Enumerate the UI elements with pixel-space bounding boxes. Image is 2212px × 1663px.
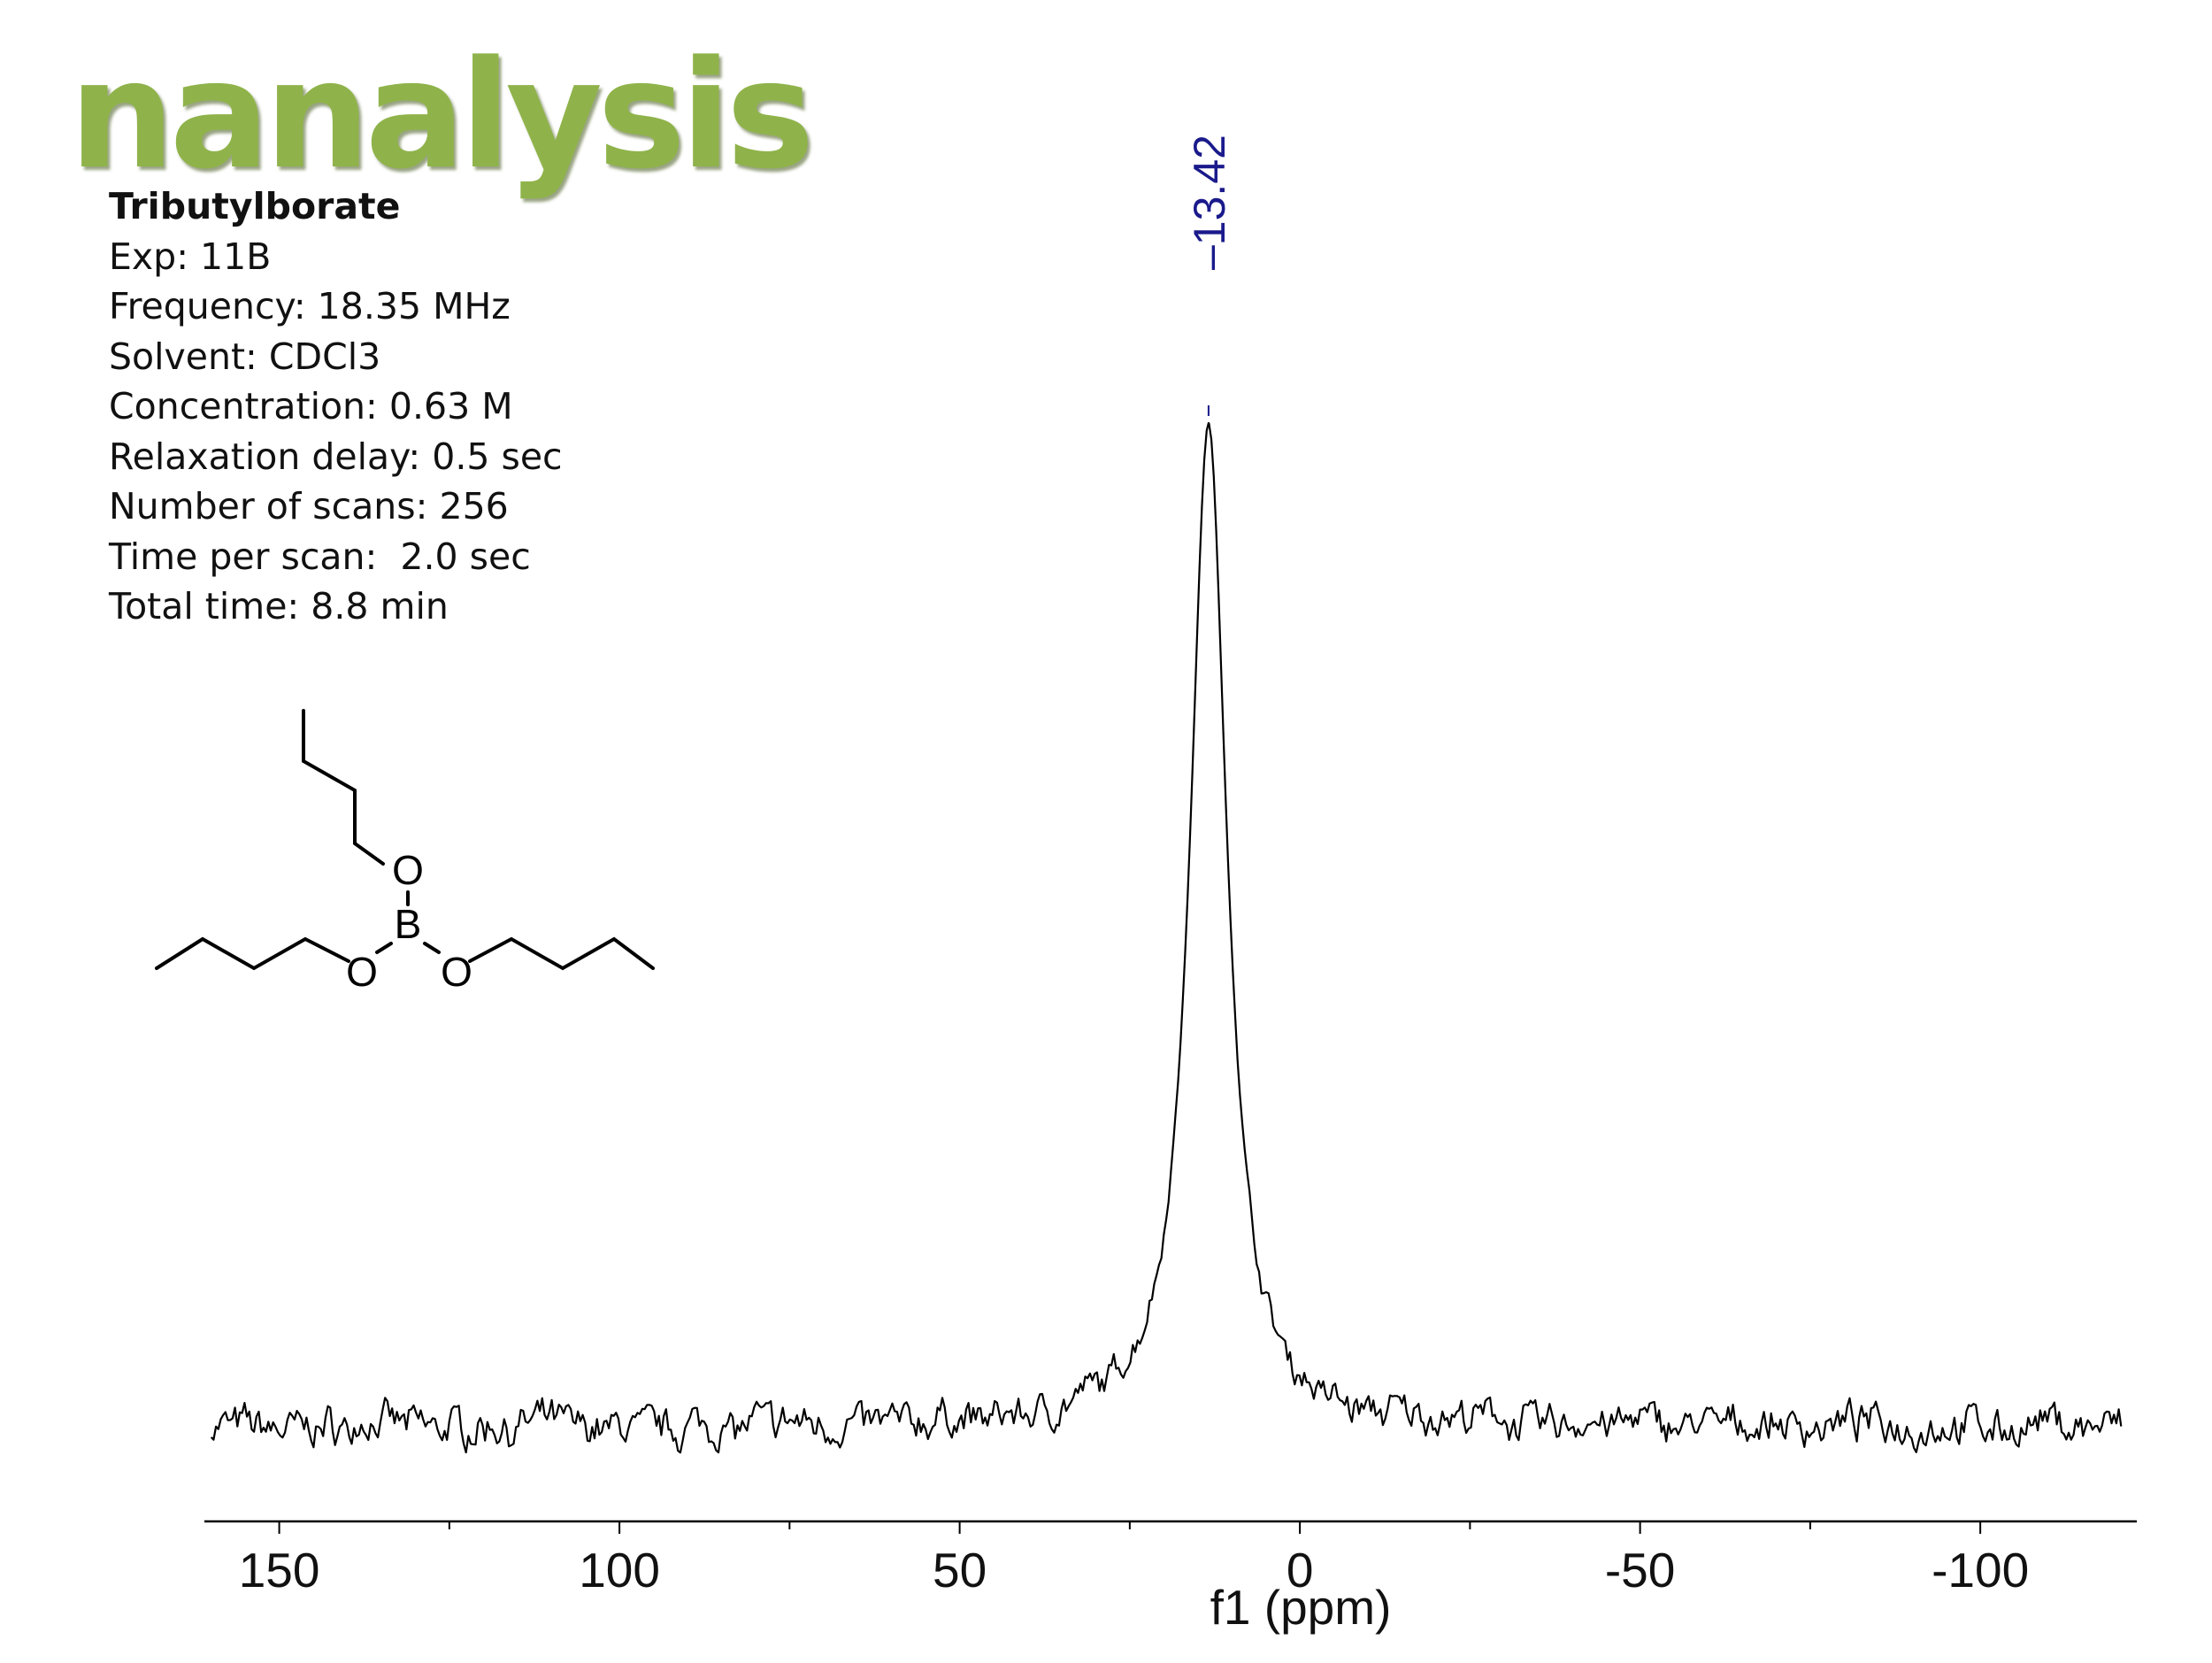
bond-b-o-right — [423, 942, 441, 954]
info-total-time: Total time: 8.8 min — [109, 585, 449, 627]
atom-oxygen-top: O — [392, 847, 424, 893]
peak-labels: –13.42 — [1185, 135, 1234, 416]
info-time-per-scan: Time per scan: 2.0 sec — [109, 535, 531, 578]
butyl-chain-left — [155, 936, 350, 971]
x-tick-label: 50 — [933, 1543, 987, 1598]
info-concentration: Concentration: 0.63 M — [109, 385, 513, 427]
logo-text: nanalysis — [69, 28, 815, 202]
x-tick-label: -50 — [1605, 1543, 1676, 1598]
atom-boron: B — [395, 901, 422, 947]
compound-name: Tributylborate — [109, 185, 401, 227]
x-axis-tick-labels: 150 100 50 0 -50 -100 — [239, 1543, 2029, 1598]
info-frequency: Frequency: 18.35 MHz — [109, 285, 511, 327]
experiment-info: Tributylborate Exp: 11B Frequency: 18.35… — [109, 181, 563, 632]
atom-oxygen-right: O — [441, 949, 472, 995]
info-solvent: Solvent: CDCl3 — [109, 335, 381, 378]
x-tick-label: 150 — [239, 1543, 320, 1598]
x-axis-ticks — [278, 1521, 1982, 1534]
bond-lines — [155, 709, 655, 971]
info-scans: Number of scans: 256 — [109, 485, 509, 527]
bond-b-o-left — [375, 942, 393, 954]
x-tick-label: 100 — [579, 1543, 660, 1598]
nanalysis-logo: nanalysis — [69, 28, 815, 202]
x-tick-label: -100 — [1932, 1543, 2029, 1598]
butyl-chain-top — [302, 709, 385, 866]
peak-label: –13.42 — [1185, 135, 1234, 270]
butyl-chain-right — [468, 936, 655, 971]
chemical-structure: O B O O — [155, 709, 655, 995]
atom-oxygen-left: O — [346, 949, 378, 995]
info-relaxation-delay: Relaxation delay: 0.5 sec — [109, 435, 563, 478]
info-experiment: Exp: 11B — [109, 235, 272, 278]
x-axis-title: f1 (ppm) — [1210, 1580, 1392, 1635]
spectrum-line — [210, 421, 2123, 1454]
x-tick-label: 0 — [1286, 1543, 1314, 1598]
